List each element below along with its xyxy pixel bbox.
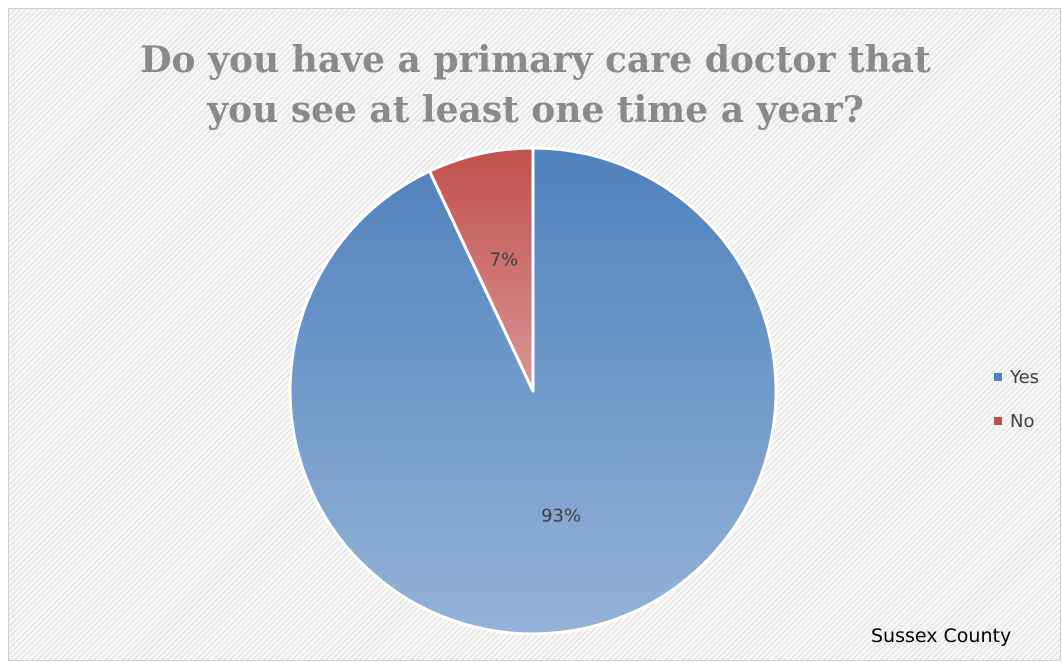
chart-title-line-2: you see at least one time a year? (207, 89, 864, 131)
chart-title-line-1: Do you have a primary care doctor that (140, 39, 931, 81)
legend-item-no: No (994, 409, 1039, 433)
pie-slice-no (428, 146, 535, 393)
legend-swatch-no (994, 417, 1002, 425)
legend-item-yes: Yes (994, 365, 1039, 389)
legend-label-no: No (1010, 410, 1035, 432)
pie-slices (288, 146, 778, 636)
legend: Yes No (994, 365, 1039, 453)
chart-annotation: Sussex County (871, 625, 1012, 647)
chart-area: Do you have a primary care doctor that y… (8, 8, 1061, 661)
pie-chart: 93% 7% (288, 146, 778, 636)
chart-title: Do you have a primary care doctor that y… (9, 35, 1060, 135)
data-label-no: 7% (490, 250, 519, 271)
pie-labels: 93% 7% (490, 250, 582, 527)
data-label-yes: 93% (541, 506, 581, 527)
legend-label-yes: Yes (1010, 366, 1040, 388)
legend-swatch-yes (994, 373, 1002, 381)
